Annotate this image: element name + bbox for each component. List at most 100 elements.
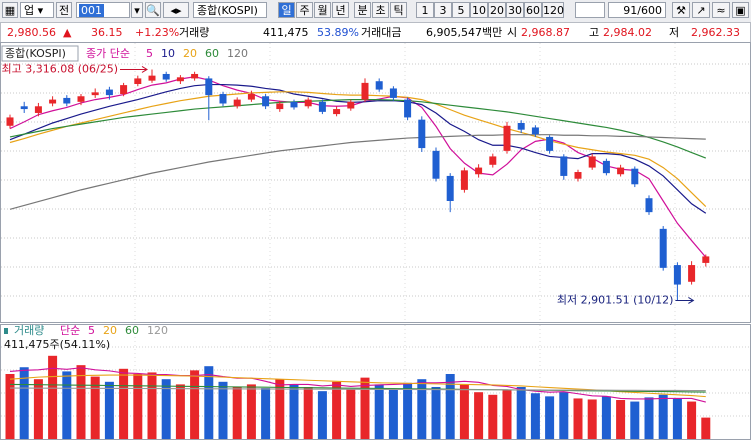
period-button[interactable]: 주	[296, 2, 313, 18]
high-label: 최고 3,316.08 (06/25)	[1, 62, 118, 75]
tool-icon[interactable]: ⚒	[672, 2, 690, 18]
tool-icon[interactable]: ≈	[712, 2, 730, 18]
market: 업	[24, 4, 35, 17]
volume-bar	[275, 379, 285, 439]
candle-body	[91, 92, 99, 96]
volume-bar	[530, 393, 540, 439]
volume-bar	[246, 384, 256, 439]
volume-bar	[374, 384, 384, 439]
legend-item: 120	[147, 324, 168, 337]
candle-body	[617, 167, 625, 175]
high: 2,984.02	[603, 26, 652, 39]
volume-bar	[516, 387, 526, 439]
legend-item: 5	[146, 47, 153, 60]
candle-body	[517, 123, 525, 130]
info-bar: 2,980.56 ▲ 36.15 +1.23% 거래량 411,475 53.8…	[0, 22, 751, 43]
volume-bar	[147, 372, 157, 439]
candle-body	[176, 77, 184, 82]
volume-bar	[5, 374, 15, 439]
legend-item: 60	[125, 324, 139, 337]
period-button[interactable]: 일	[278, 2, 295, 18]
period-button[interactable]: 틱	[390, 2, 407, 18]
legend-item: 60	[205, 47, 219, 60]
code-drop[interactable]: ▾	[131, 2, 143, 18]
candle-body	[673, 265, 681, 285]
interval-button[interactable]: 20	[488, 2, 506, 18]
candle-body	[318, 101, 326, 112]
candle-body	[162, 73, 170, 80]
interval-button[interactable]: 60	[524, 2, 542, 18]
interval-button[interactable]: 1	[416, 2, 434, 18]
candle-body	[49, 99, 57, 104]
candle-body	[446, 175, 454, 201]
volume-bar	[62, 371, 72, 439]
tool-icon[interactable]: ↗	[692, 2, 710, 18]
interval-button[interactable]: 3	[434, 2, 452, 18]
candle-body	[631, 168, 639, 185]
volume-bar	[445, 374, 455, 439]
save-icon[interactable]: ▣	[732, 2, 749, 18]
legend-item: 10	[161, 47, 175, 60]
candle-body	[262, 96, 270, 107]
volume-bar	[289, 384, 299, 439]
interval-button[interactable]: 120	[542, 2, 564, 18]
volume-bar	[90, 376, 100, 439]
vma-line	[9, 367, 706, 403]
market-select[interactable]: 업 ▾	[20, 2, 54, 18]
interval-button[interactable]: 5	[452, 2, 470, 18]
period-button[interactable]: 월	[314, 2, 331, 18]
candle-body	[645, 198, 653, 213]
kind-button[interactable]: 전	[56, 2, 72, 18]
low: 2,962.33	[691, 26, 740, 39]
sound-icon[interactable]: ◂▸	[163, 2, 189, 18]
volume-bar	[488, 394, 498, 439]
change: 36.15	[91, 26, 123, 39]
volume-bar	[431, 387, 441, 439]
menu-icon[interactable]: ▦	[2, 2, 18, 18]
candle-body	[191, 73, 199, 79]
ma-line	[9, 134, 706, 210]
code-input[interactable]: 001	[76, 2, 130, 18]
label: 저	[669, 26, 680, 39]
candle-body	[560, 156, 568, 176]
candle-body	[233, 99, 241, 107]
volume-rate: 53.89%	[317, 26, 359, 39]
interval-button[interactable]: 30	[506, 2, 524, 18]
vma-line	[9, 387, 706, 392]
volume-bar	[474, 392, 484, 439]
period-button[interactable]: 년	[332, 2, 349, 18]
open: 2,968.87	[521, 26, 570, 39]
candle-body	[375, 81, 383, 90]
label: 시	[507, 26, 518, 39]
search-icon[interactable]: 🔍	[145, 2, 161, 18]
period-button[interactable]: 분	[354, 2, 371, 18]
legend-title: 거래량	[14, 324, 44, 337]
ma-line	[9, 83, 707, 214]
interval-button[interactable]: 10	[470, 2, 488, 18]
volume-bar	[559, 392, 569, 439]
candle-body	[304, 99, 312, 107]
legend-marker	[4, 328, 8, 334]
blank-box[interactable]	[575, 2, 605, 18]
volume-bar	[204, 366, 214, 439]
candle-body	[347, 101, 355, 109]
legend-item: 5	[88, 324, 95, 337]
candle-body	[404, 99, 412, 118]
volume-bar	[601, 396, 611, 439]
candle-body	[205, 78, 213, 96]
volume-bar	[232, 387, 242, 439]
volume-bar	[630, 401, 640, 439]
volume-bar	[573, 398, 583, 439]
high-arrow	[120, 66, 148, 73]
period-button[interactable]: 초	[372, 2, 389, 18]
count: 91/600	[623, 4, 662, 17]
volume-bar	[360, 377, 370, 439]
low-label: 최저 2,901.51 (10/12)	[557, 293, 674, 306]
candle-body	[588, 156, 596, 168]
kind: 전	[58, 4, 70, 17]
volume-bar	[459, 384, 469, 439]
volume-bar	[317, 391, 327, 439]
candle-body	[276, 103, 284, 110]
volume-bar	[332, 381, 342, 439]
